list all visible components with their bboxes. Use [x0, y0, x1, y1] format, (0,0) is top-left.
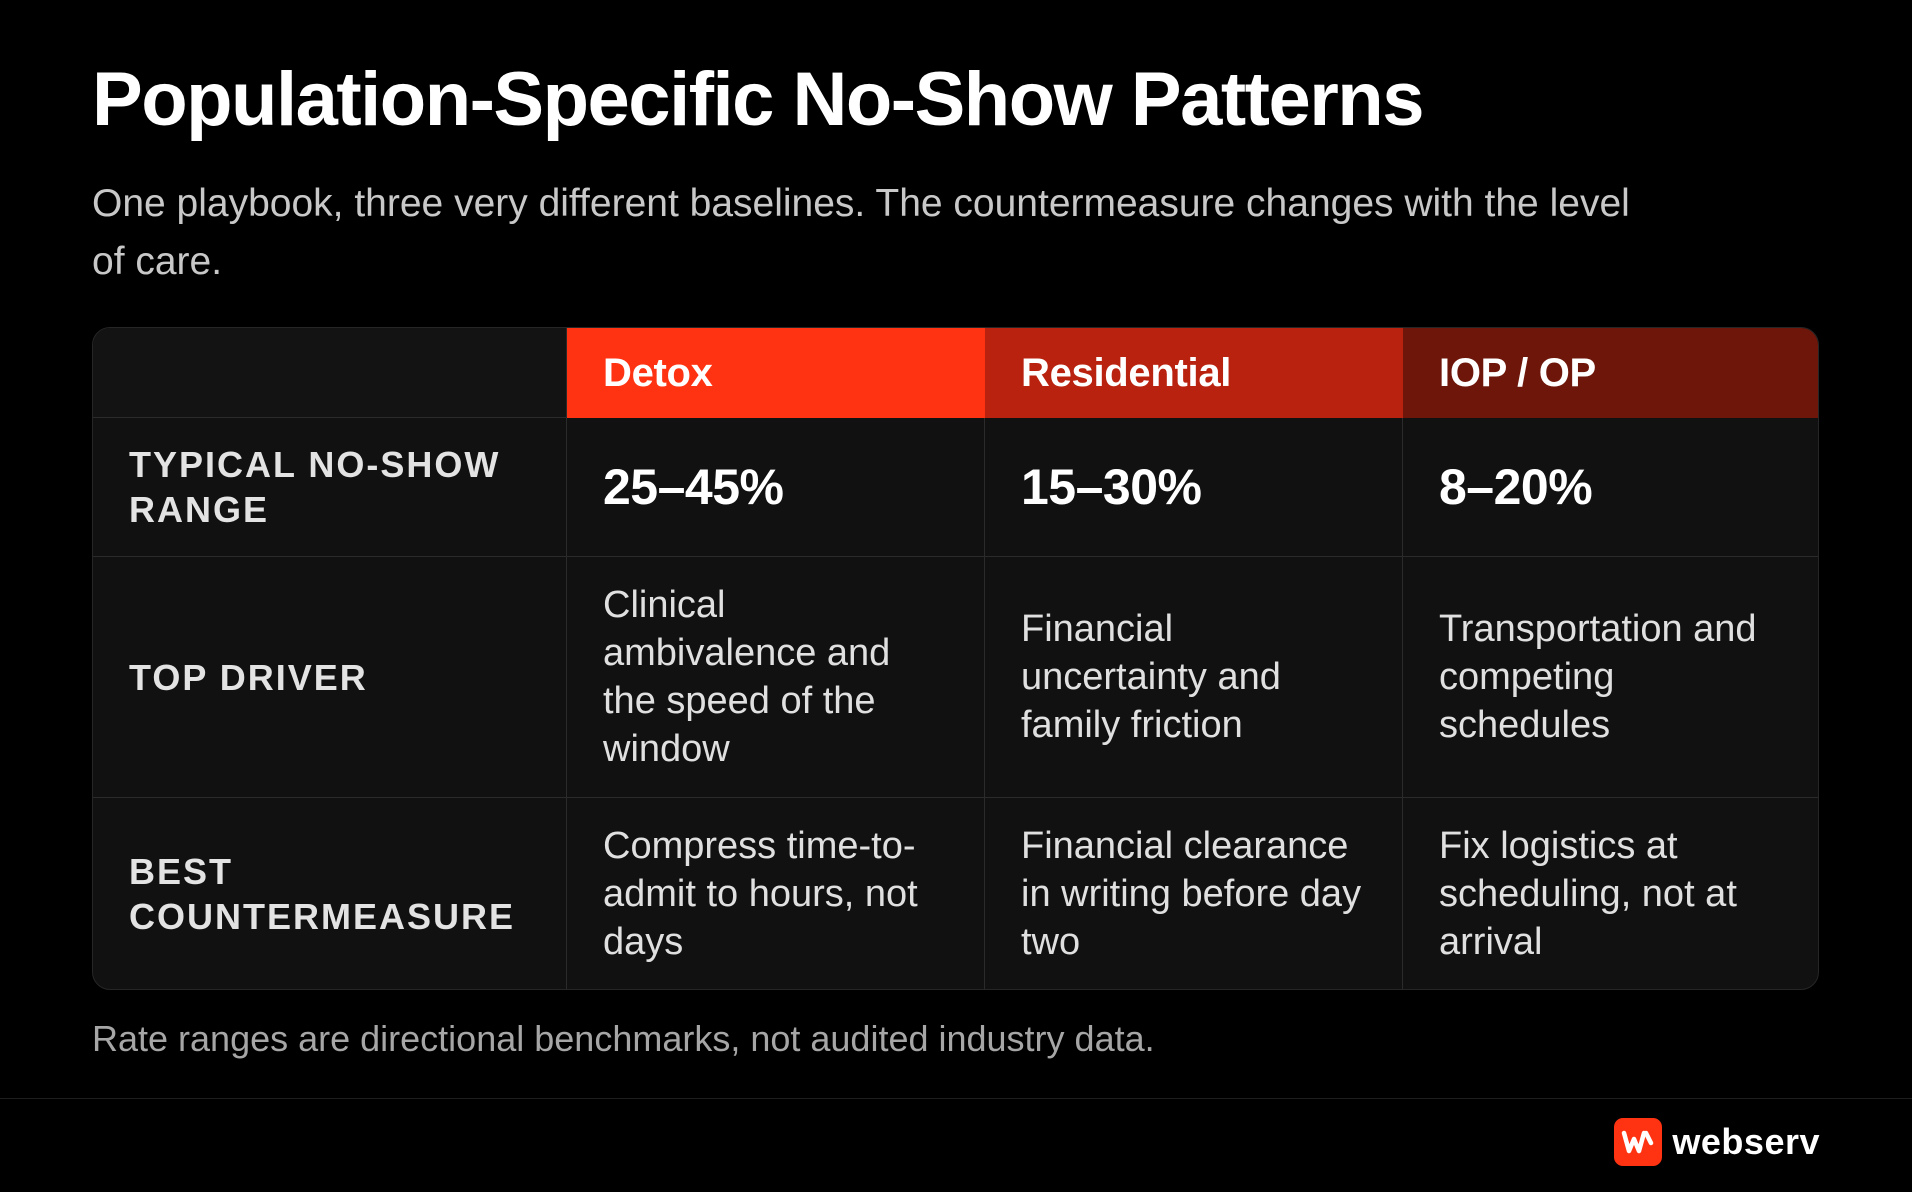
detox-top-driver: Clinical ambivalence and the speed of th…: [567, 557, 985, 798]
iop-op-top-driver: Transportation and competing schedules: [1403, 557, 1818, 798]
residential-no-show-range: 15–30%: [985, 418, 1403, 557]
column-header-detox: Detox: [567, 328, 985, 418]
column-header-residential: Residential: [985, 328, 1403, 418]
brand-name: webserv: [1672, 1121, 1820, 1162]
column-header-iop-op: IOP / OP: [1403, 328, 1818, 418]
row-label-top-driver: Top Driver: [93, 557, 567, 798]
detox-no-show-range: 25–45%: [567, 418, 985, 557]
iop-op-best-countermeasure: Fix logistics at scheduling, not at arri…: [1439, 824, 1737, 963]
row-label-best-countermeasure: Best Countermeasure: [93, 798, 567, 989]
residential-top-driver: Financial uncertainty and family frictio…: [985, 557, 1403, 798]
page-subtitle: One playbook, three very different basel…: [92, 182, 1630, 283]
webserv-logo-icon: [1614, 1118, 1663, 1166]
footnote: Rate ranges are directional benchmarks, …: [92, 1018, 1155, 1059]
footer-divider: [0, 1098, 1912, 1099]
row-label-no-show-range: Typical No-Show Range: [93, 418, 567, 557]
detox-best-countermeasure: Compress time-to-admit to hours, not day…: [567, 798, 985, 989]
table-corner-cell: [93, 328, 567, 418]
page-title: Population-Specific No-Show Patterns: [92, 57, 1425, 142]
residential-best-countermeasure: Financial clearance in writing before da…: [985, 798, 1403, 989]
iop-op-no-show-range: 8–20%: [1403, 418, 1818, 557]
brand-logo: webserv: [1614, 1118, 1820, 1166]
comparison-table: Detox Residential IOP / OP Typical No-Sh…: [92, 327, 1819, 990]
comparison-grid: Detox Residential IOP / OP Typical No-Sh…: [93, 328, 1818, 989]
